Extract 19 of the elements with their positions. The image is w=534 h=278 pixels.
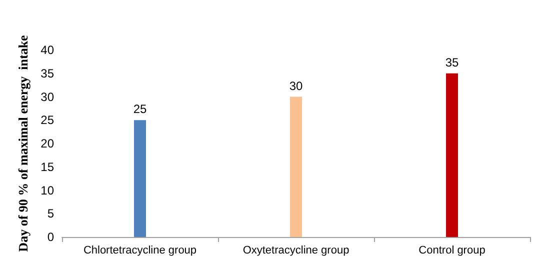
bar <box>446 73 458 237</box>
data-label: 35 <box>445 55 459 70</box>
bar <box>290 96 302 237</box>
y-tick-label: 40 <box>40 43 54 57</box>
x-tick-label: Chlortetracycline group <box>83 244 197 256</box>
y-tick-label: 15 <box>40 160 54 174</box>
data-label: 25 <box>133 102 147 116</box>
x-tick-label: Control group <box>418 244 486 256</box>
y-tick-label: 10 <box>40 183 54 198</box>
y-tick-label: 25 <box>40 113 54 128</box>
bar <box>134 120 146 237</box>
y-tick-label: 0 <box>47 230 54 244</box>
y-axis-title: Day of 90 % of maximal energy intake <box>15 34 30 252</box>
x-tick-label: Oxytetracycline group <box>242 244 350 256</box>
y-tick-label: 30 <box>40 90 54 104</box>
y-tick-label: 5 <box>47 206 54 221</box>
data-label: 30 <box>289 78 303 93</box>
y-tick-label: 35 <box>40 66 54 80</box>
y-tick-label: 20 <box>40 136 54 150</box>
